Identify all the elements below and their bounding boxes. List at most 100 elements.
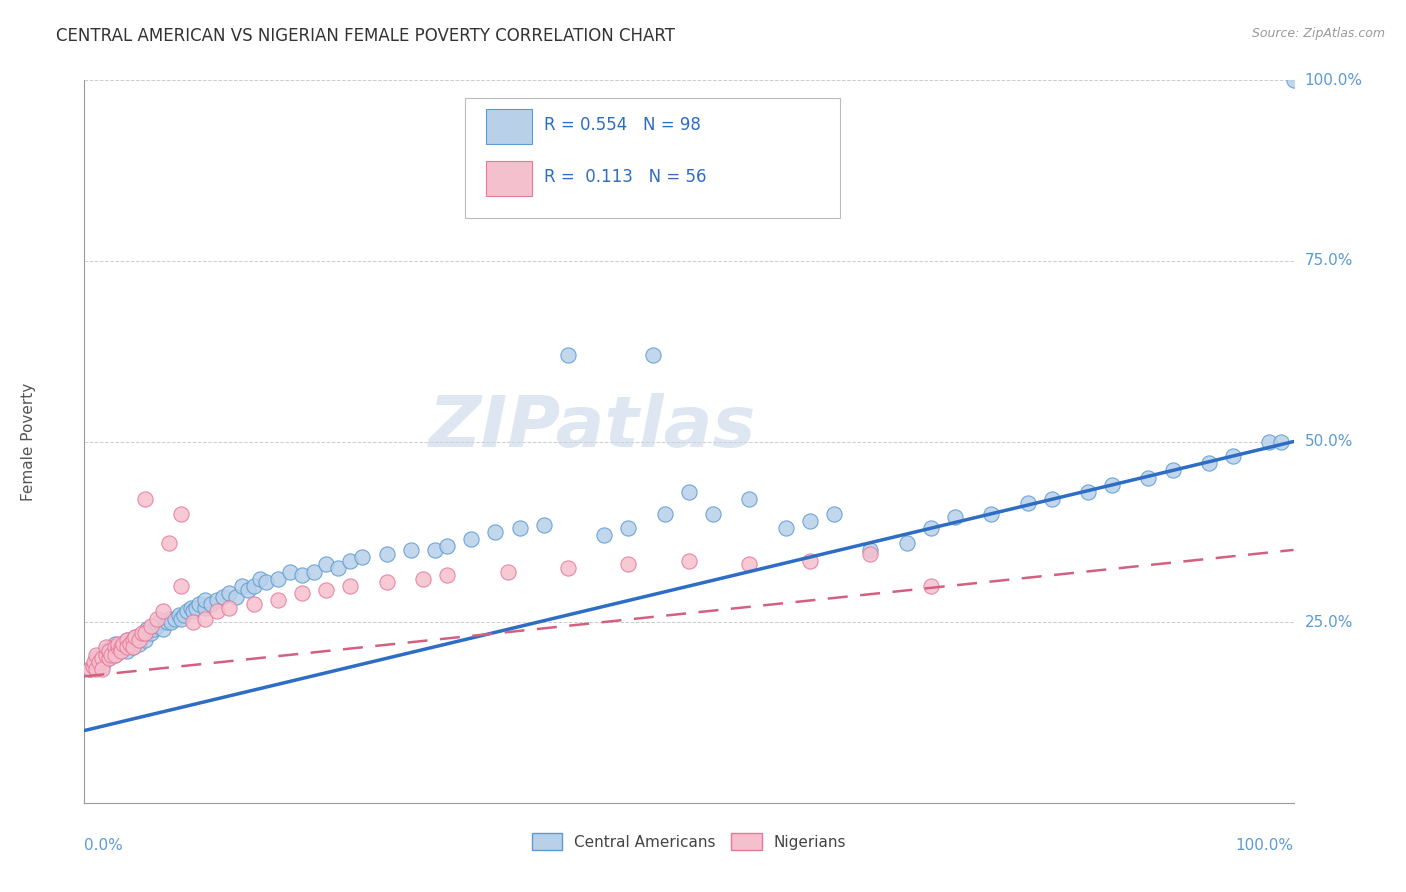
Point: [267, 593, 290, 607]
Point: [110, 644, 132, 658]
Point: [484, 524, 506, 539]
Point: [79, 662, 101, 676]
Point: [155, 615, 177, 630]
Point: [859, 542, 882, 557]
Point: [641, 348, 664, 362]
Point: [148, 615, 170, 630]
Point: [315, 582, 337, 597]
Point: [120, 637, 142, 651]
Point: [231, 579, 253, 593]
Point: [593, 528, 616, 542]
Point: [94, 648, 117, 662]
Point: [188, 597, 211, 611]
Point: [1137, 470, 1160, 484]
Point: [1161, 463, 1184, 477]
Text: 50.0%: 50.0%: [1305, 434, 1353, 449]
FancyBboxPatch shape: [486, 109, 531, 144]
Point: [170, 611, 193, 625]
Point: [225, 590, 247, 604]
Point: [1282, 73, 1305, 87]
Point: [702, 507, 724, 521]
Point: [980, 507, 1002, 521]
Point: [128, 633, 150, 648]
Point: [110, 640, 132, 655]
Text: 25.0%: 25.0%: [1305, 615, 1353, 630]
Point: [399, 542, 422, 557]
Point: [496, 565, 519, 579]
Point: [194, 611, 217, 625]
Point: [236, 582, 259, 597]
Point: [134, 492, 156, 507]
Point: [291, 568, 314, 582]
Point: [87, 655, 110, 669]
Point: [167, 607, 190, 622]
Point: [91, 662, 114, 676]
Point: [100, 648, 122, 662]
Text: Source: ZipAtlas.com: Source: ZipAtlas.com: [1251, 27, 1385, 40]
Point: [170, 579, 193, 593]
Point: [200, 597, 222, 611]
Point: [170, 507, 193, 521]
Point: [249, 572, 271, 586]
Point: [291, 586, 314, 600]
Point: [738, 492, 761, 507]
Point: [242, 579, 264, 593]
Legend: Central Americans, Nigerians: Central Americans, Nigerians: [526, 827, 852, 856]
FancyBboxPatch shape: [486, 161, 531, 196]
Point: [115, 644, 138, 658]
Point: [328, 561, 350, 575]
Point: [134, 633, 156, 648]
Point: [82, 658, 104, 673]
Point: [136, 623, 159, 637]
Point: [267, 572, 290, 586]
Point: [115, 633, 138, 648]
Point: [121, 633, 143, 648]
Point: [112, 637, 135, 651]
Point: [218, 600, 240, 615]
Point: [617, 521, 640, 535]
Point: [152, 604, 174, 618]
Point: [131, 626, 153, 640]
Point: [124, 630, 146, 644]
Text: CENTRAL AMERICAN VS NIGERIAN FEMALE POVERTY CORRELATION CHART: CENTRAL AMERICAN VS NIGERIAN FEMALE POVE…: [56, 27, 675, 45]
Text: 75.0%: 75.0%: [1305, 253, 1353, 268]
Point: [97, 651, 120, 665]
Point: [207, 604, 229, 618]
Point: [91, 651, 114, 665]
Point: [86, 655, 108, 669]
Point: [97, 644, 120, 658]
Point: [775, 521, 797, 535]
Point: [654, 507, 676, 521]
Point: [412, 572, 434, 586]
Point: [509, 521, 531, 535]
Point: [920, 521, 942, 535]
Point: [1198, 456, 1220, 470]
Point: [120, 637, 142, 651]
Point: [83, 658, 105, 673]
Point: [738, 558, 761, 572]
Point: [943, 510, 966, 524]
Point: [460, 532, 482, 546]
Point: [131, 630, 153, 644]
Point: [160, 615, 183, 630]
Point: [194, 600, 217, 615]
Point: [436, 568, 458, 582]
Point: [375, 575, 398, 590]
Point: [124, 630, 146, 644]
Point: [104, 648, 127, 662]
Point: [1077, 485, 1099, 500]
Point: [557, 348, 579, 362]
Point: [212, 590, 235, 604]
Point: [339, 554, 361, 568]
Point: [104, 637, 127, 651]
Point: [218, 586, 240, 600]
Point: [678, 485, 700, 500]
Point: [617, 558, 640, 572]
Point: [146, 611, 169, 625]
Point: [79, 662, 101, 676]
Point: [121, 633, 143, 648]
Text: 100.0%: 100.0%: [1236, 838, 1294, 853]
Text: ZIPatlas: ZIPatlas: [429, 392, 756, 461]
Point: [91, 658, 114, 673]
Point: [1101, 478, 1123, 492]
